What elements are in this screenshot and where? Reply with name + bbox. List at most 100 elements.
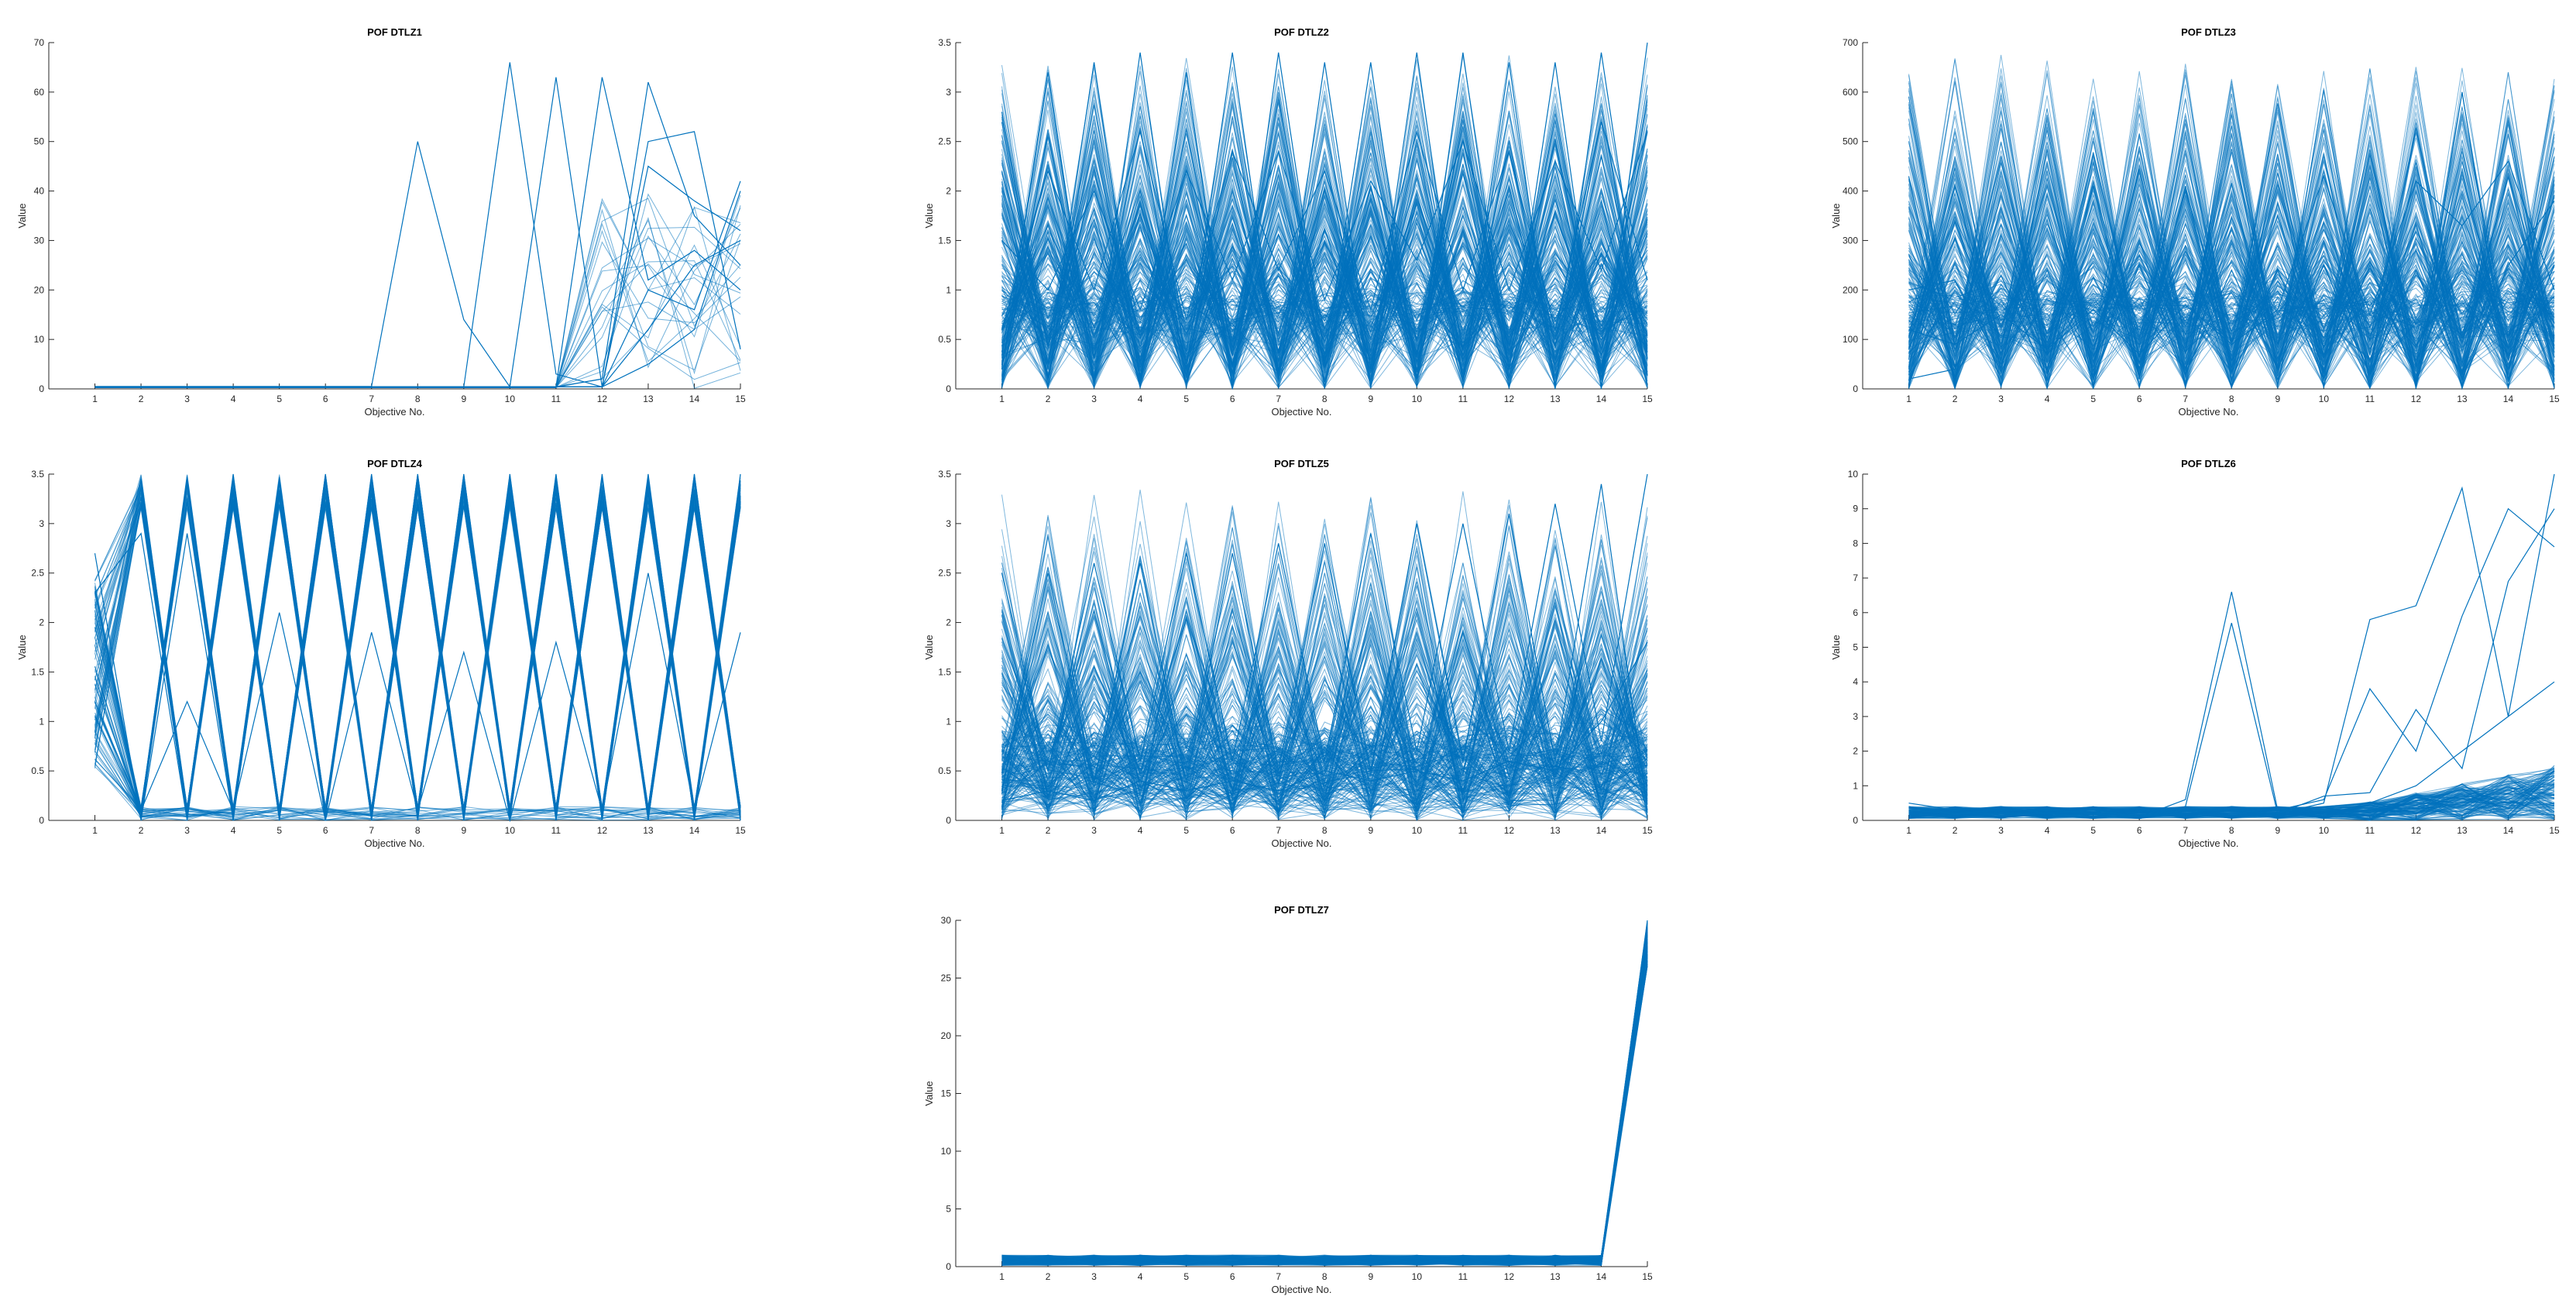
density-line (94, 244, 741, 388)
density-line (1001, 946, 1648, 1266)
density-line (1001, 934, 1648, 1266)
y-tick-label: 0 (1853, 383, 1858, 394)
density-line (1001, 198, 1648, 385)
density-line (1908, 87, 2555, 387)
density-line (1001, 947, 1648, 1266)
density-line (1001, 620, 1648, 820)
density-line (1001, 253, 1648, 380)
density-line (1908, 99, 2555, 387)
density-line (1001, 963, 1648, 1265)
density-line (1001, 614, 1648, 814)
y-tick-label: 1 (946, 716, 951, 727)
x-tick-label: 6 (1230, 825, 1235, 836)
x-tick-label: 9 (461, 825, 466, 836)
x-tick-label: 5 (1183, 1271, 1189, 1282)
y-tick-label: 5 (946, 1204, 951, 1215)
x-tick-label: 11 (1458, 825, 1468, 836)
density-line (1001, 923, 1648, 1266)
y-tick-label: 300 (1843, 235, 1858, 246)
x-tick-label: 11 (2365, 394, 2375, 404)
density-line (1001, 934, 1648, 1267)
density-line (1908, 781, 2555, 817)
density-line (1001, 615, 1648, 815)
y-tick-label: 10 (34, 334, 45, 345)
density-line (1001, 517, 1648, 820)
y-tick-label: 3 (1853, 711, 1858, 722)
density-line (1001, 945, 1648, 1265)
x-tick-label: 4 (1138, 1271, 1143, 1282)
density-line (1001, 690, 1648, 803)
density-line (1001, 923, 1648, 1266)
density-line (1001, 929, 1648, 1265)
density-line (1001, 960, 1648, 1266)
density-line (1001, 126, 1648, 380)
x-tick-label: 10 (1412, 1271, 1423, 1282)
density-line (1001, 942, 1648, 1265)
density-line (94, 229, 741, 388)
density-line (94, 241, 741, 388)
x-axis-label: Objective No. (1271, 1284, 1331, 1295)
density-line (1001, 88, 1648, 380)
series-lines (94, 62, 741, 389)
density-line (1001, 589, 1648, 820)
density-line (1001, 242, 1648, 377)
density-line (1908, 291, 2555, 383)
density-line (1908, 119, 2555, 387)
y-tick-label: 0 (1853, 815, 1858, 826)
density-line (1001, 949, 1648, 1264)
density-line (1001, 931, 1648, 1264)
density-line (1001, 953, 1648, 1266)
y-tick-label: 1.5 (938, 666, 951, 677)
y-tick-label: 1 (946, 284, 951, 295)
density-line (1001, 90, 1648, 383)
x-tick-label: 2 (139, 394, 144, 404)
x-tick-label: 14 (689, 825, 700, 836)
chart-title: POF DTLZ1 (367, 26, 422, 38)
series-line (1001, 641, 1648, 802)
density-line (1908, 218, 2555, 361)
density-line (1001, 253, 1648, 370)
density-line (94, 475, 741, 820)
x-tick-label: 14 (1596, 1271, 1607, 1282)
density-line (1001, 947, 1648, 1266)
density-line (1908, 95, 2555, 382)
density-line (1001, 947, 1648, 1265)
density-line (1001, 642, 1648, 805)
series-lines (1001, 42, 1648, 390)
series-line (1908, 200, 2555, 380)
density-line (1001, 932, 1648, 1266)
y-tick-label: 60 (34, 87, 45, 98)
density-line (1001, 923, 1648, 1266)
chart-dtlz4: 00.511.522.533.51 2 3 4 5 6 7 8 9 10 11 12 13 14 15POF… (16, 458, 746, 849)
density-line (1001, 153, 1648, 376)
density-line (1908, 240, 2555, 389)
x-tick-label: 15 (2549, 394, 2560, 404)
x-tick-label: 3 (1091, 1271, 1097, 1282)
y-tick-label: 0.5 (938, 334, 951, 345)
density-line (1001, 927, 1648, 1266)
density-line (1001, 935, 1648, 1265)
density-line (1001, 925, 1648, 1265)
y-tick-label: 30 (941, 915, 952, 926)
series-line (94, 77, 741, 387)
x-tick-label: 7 (2183, 825, 2188, 836)
density-line (1001, 934, 1648, 1265)
density-line (1001, 197, 1648, 359)
y-tick-label: 2.5 (31, 568, 44, 579)
y-tick-label: 600 (1843, 87, 1858, 98)
density-line (94, 494, 741, 820)
x-tick-label: 12 (1504, 1271, 1515, 1282)
density-line (1001, 962, 1648, 1265)
density-line (1001, 947, 1648, 1266)
series-line (94, 141, 741, 387)
density-line (94, 198, 741, 388)
density-line (1001, 961, 1648, 1266)
series-line (1001, 42, 1648, 390)
density-line (1001, 958, 1648, 1264)
density-line (1001, 928, 1648, 1265)
density-line (1001, 931, 1648, 1265)
density-line (1001, 670, 1648, 810)
y-tick-label: 2.5 (938, 136, 951, 147)
density-line (1001, 929, 1648, 1264)
